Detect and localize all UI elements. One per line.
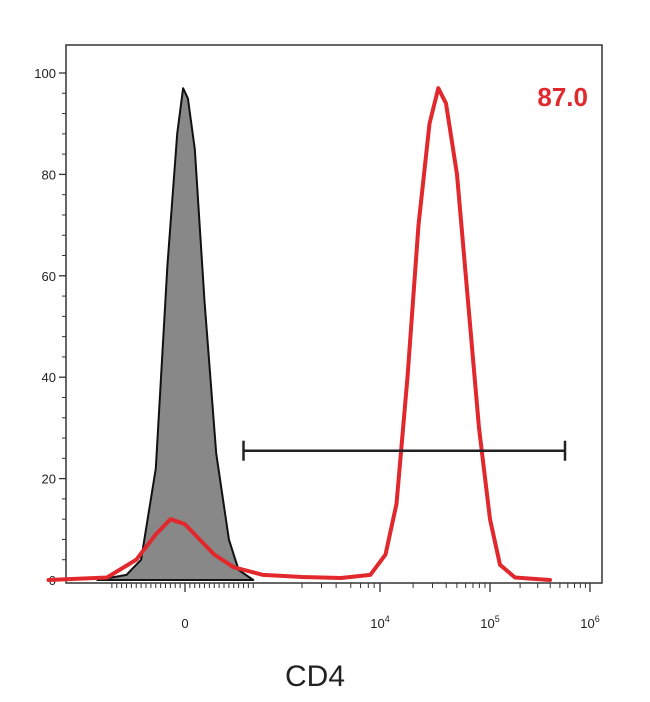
gate-layer xyxy=(242,440,567,461)
y-tick-label: 60 xyxy=(42,269,56,284)
x-tick-label: 105 xyxy=(480,614,499,631)
series-layer xyxy=(46,86,552,582)
y-tick-label: 80 xyxy=(42,167,56,182)
series-1-line xyxy=(46,86,552,582)
y-tick-label: 40 xyxy=(42,370,56,385)
plot-frame xyxy=(65,44,603,584)
y-tick-label: 100 xyxy=(34,66,56,81)
series-0-area xyxy=(96,87,255,581)
gate-percentage-label: 87.0 xyxy=(537,82,588,112)
x-tick-label: 106 xyxy=(580,614,599,631)
x-tick-label: 104 xyxy=(370,614,389,631)
y-tick-label: 20 xyxy=(42,472,56,487)
x-tick-label: 0 xyxy=(181,616,188,631)
plot-area xyxy=(65,44,603,584)
x-axis-title: CD4 xyxy=(285,660,345,693)
